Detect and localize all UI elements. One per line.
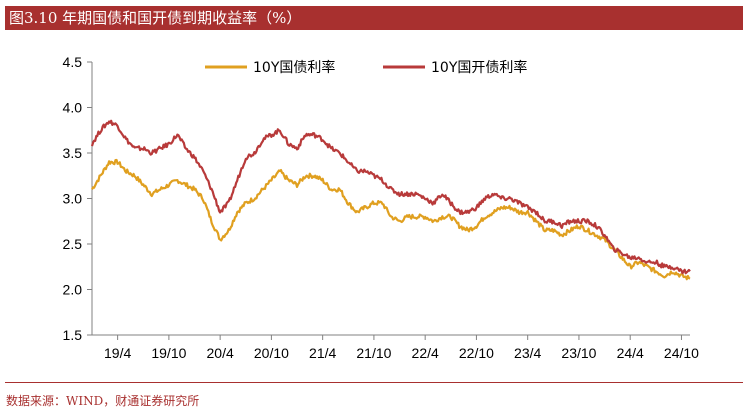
legend-label: 10Y国债利率 [253,59,335,76]
x-tick-label: 24/4 [617,345,644,361]
y-tick-label: 4.0 [63,100,83,116]
x-tick-label: 22/10 [459,345,494,361]
source-note: 数据来源：WIND，财通证券研究所 [6,394,200,408]
x-tick-label: 22/4 [412,345,439,361]
y-tick-label: 3.0 [63,191,83,207]
y-tick-label: 3.5 [63,145,83,161]
footer-divider [5,382,743,383]
legend: 10Y国债利率 10Y国开债利率 [205,59,527,76]
y-tick-label: 2.5 [63,236,83,252]
series-line-cgb-10y [91,158,691,281]
y-tick-label: 1.5 [63,327,83,343]
chart-title: 图3.10 年期国债和国开债到期收益率（%） [5,6,743,30]
legend-label: 10Y国开债利率 [431,59,527,76]
y-tick-label: 4.5 [63,54,83,70]
x-tick-label: 20/10 [254,345,289,361]
x-tick-label: 24/10 [664,345,699,361]
x-tick-label: 19/4 [104,345,131,361]
x-tick-label: 23/10 [561,345,596,361]
series-line-cdb-10y [90,119,691,275]
y-tick-label: 2.0 [63,282,83,298]
series-layer [90,119,691,281]
x-tick-label: 20/4 [207,345,234,361]
x-tick-label: 21/4 [309,345,336,361]
x-axis: 19/4 19/10 20/4 20/10 21/4 21/10 22/4 22/10 23/4… [92,334,699,361]
x-tick-label: 21/10 [356,345,391,361]
x-tick-label: 19/10 [151,345,186,361]
x-tick-label: 23/4 [514,345,541,361]
line-chart: 1.5 2.0 2.5 3.0 3.5 4.0 4.5 19/4 19/10 20/4 20/10… [63,54,700,361]
y-axis: 1.5 2.0 2.5 3.0 3.5 4.0 4.5 [63,54,93,343]
